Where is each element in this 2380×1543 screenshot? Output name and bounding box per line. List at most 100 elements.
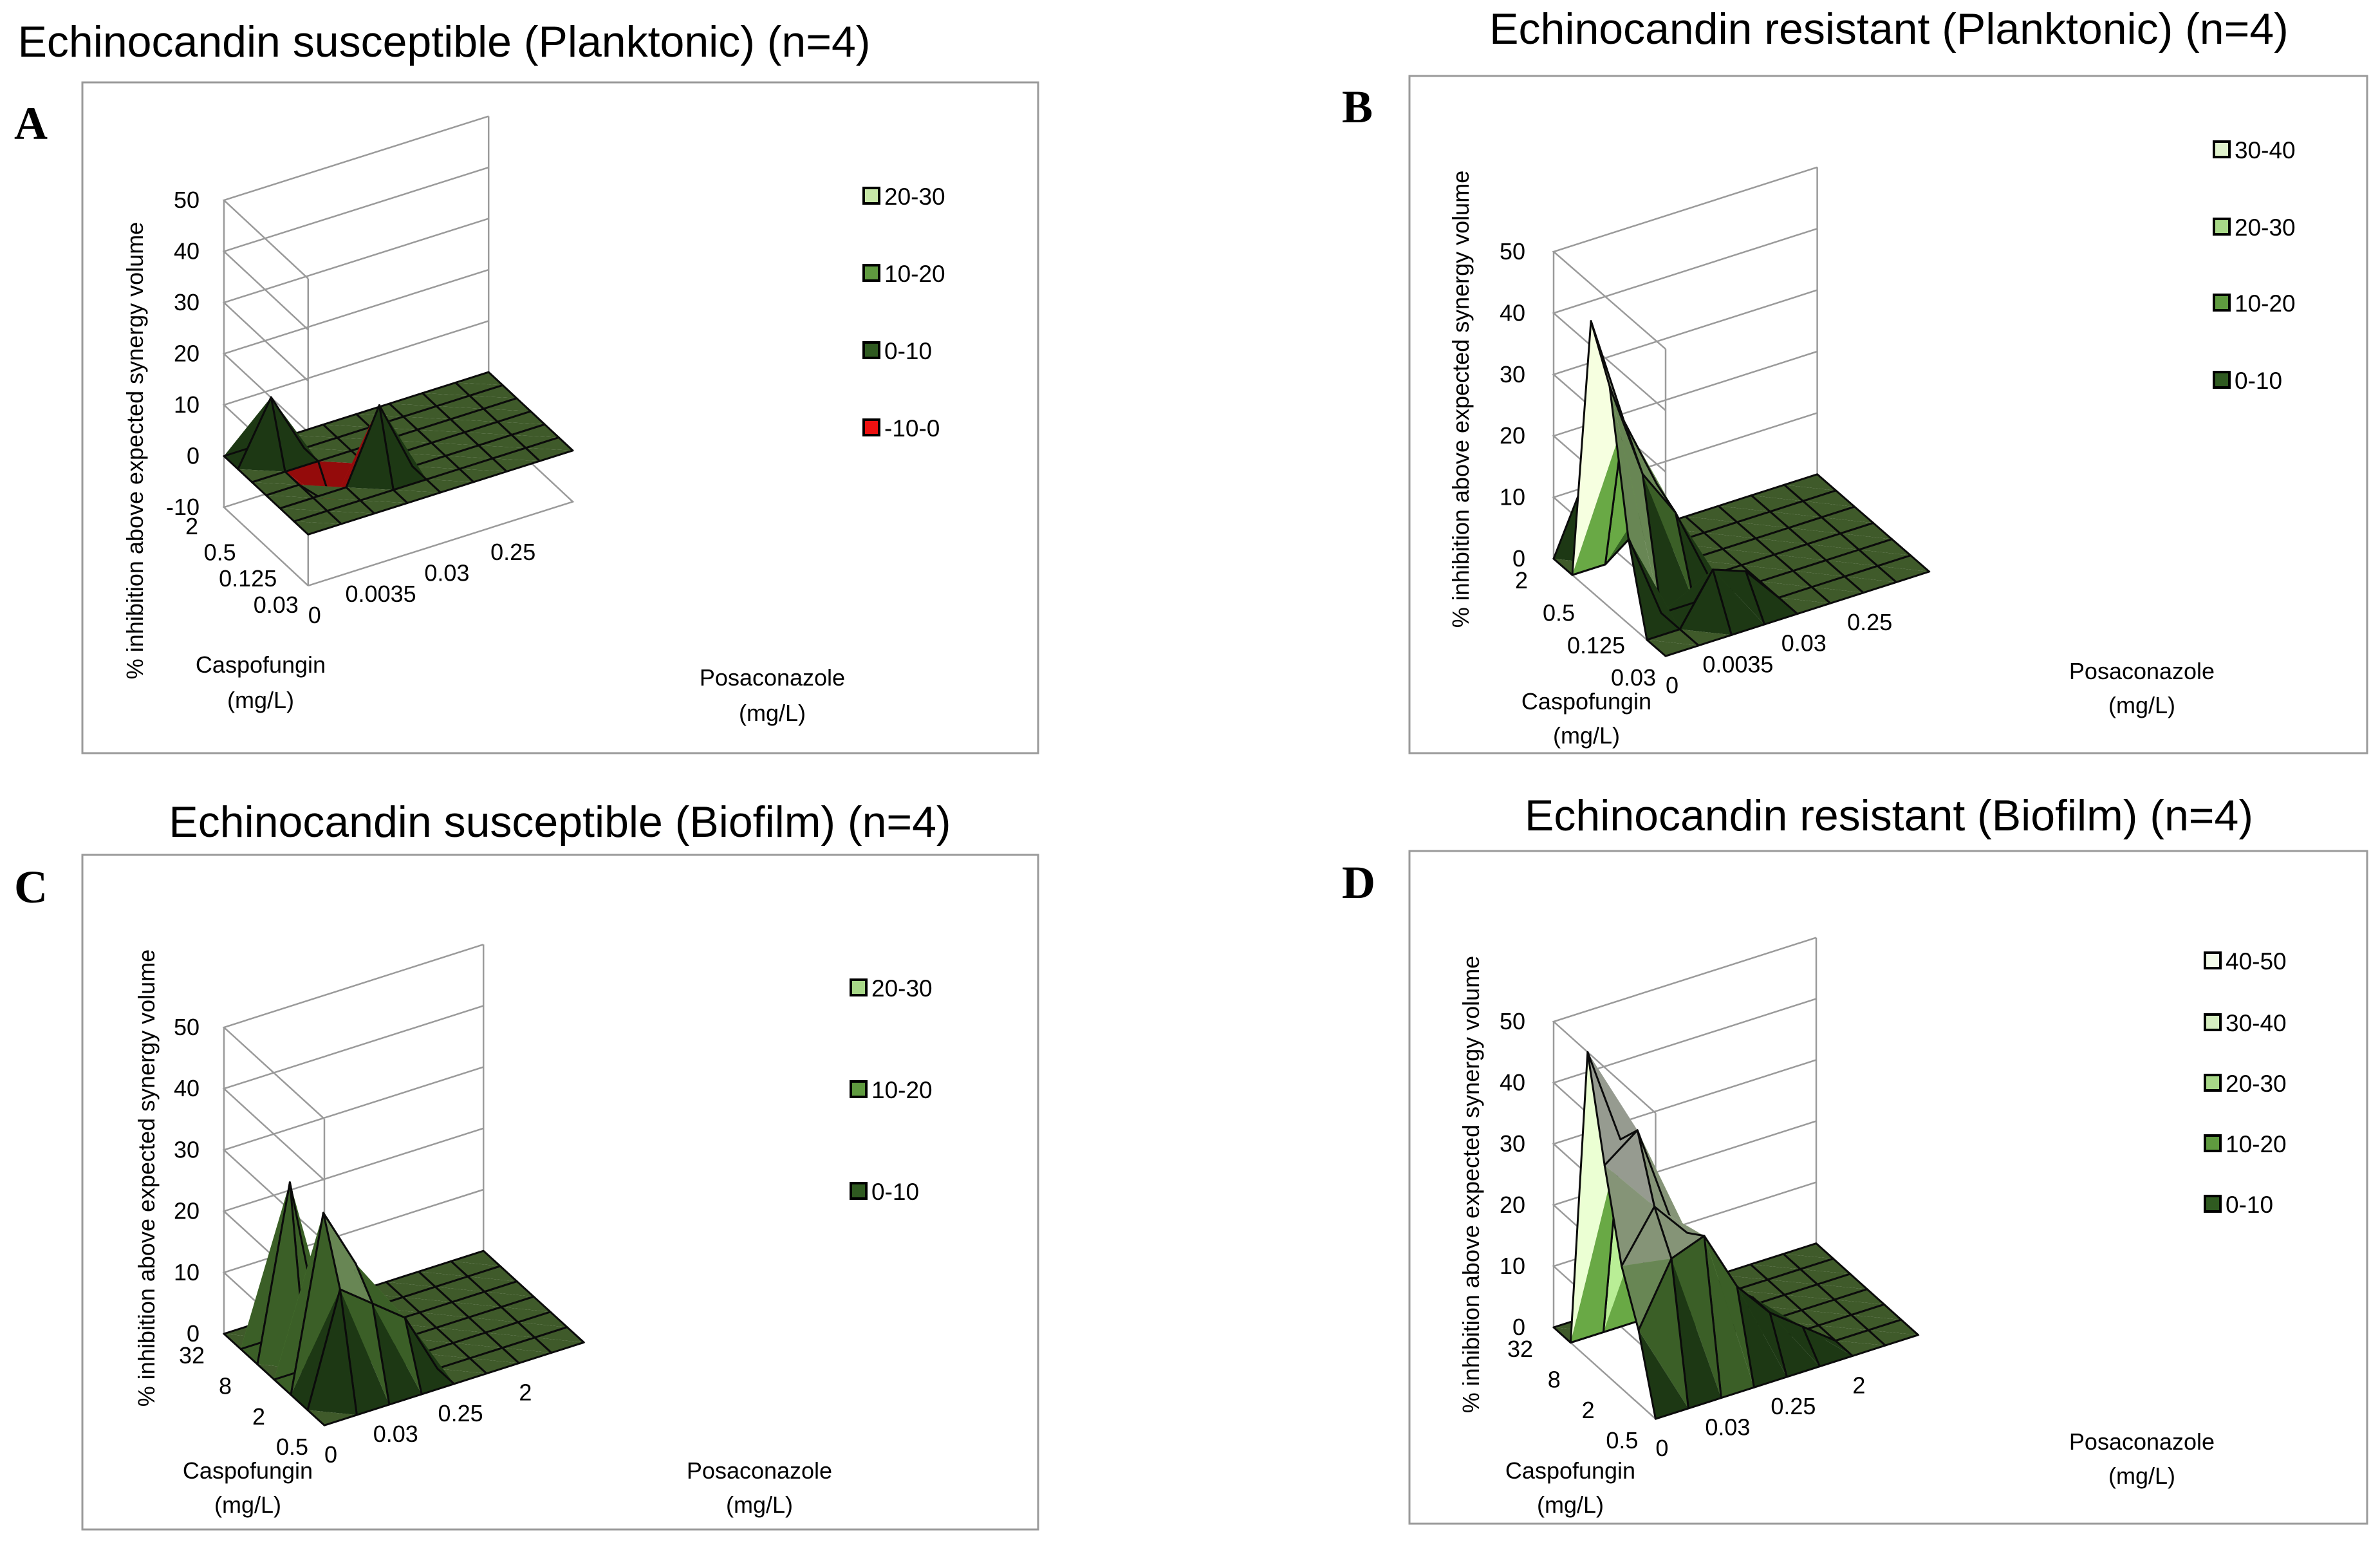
- surface-facet: [1778, 597, 1830, 614]
- surface-facet: [1704, 1235, 1754, 1398]
- surface-facet: [1760, 581, 1812, 598]
- surface: [1552, 1051, 1919, 1420]
- caspofungin-tick-label: 0.5: [1543, 599, 1575, 626]
- panel-a: Echinocandin susceptible (Planktonic) (n…: [14, 17, 1039, 754]
- posaconazole-tick-label: 2: [519, 1379, 532, 1406]
- panel-b-legend: 30-40 20-30 10-20 0-10: [2213, 137, 2296, 394]
- panel-a-posaconazole-label: Posaconazole: [700, 664, 845, 691]
- surface-facet: [1789, 528, 1841, 545]
- panel-b-legend-swatch-0-10: [2213, 371, 2231, 389]
- surface-facet: [470, 1347, 519, 1363]
- surface-facet: [1722, 538, 1774, 555]
- panel-a-title: Echinocandin susceptible (Planktonic) (n…: [18, 17, 871, 66]
- panel-a-posaconazole-unit: (mg/L): [739, 700, 806, 726]
- surface-facet: [1812, 576, 1864, 593]
- surface-facet: [517, 1312, 568, 1327]
- surface-facet: [1877, 555, 1929, 572]
- panel-b: Echinocandin resistant (Planktonic) (n=4…: [1342, 5, 2368, 754]
- posaconazole-tick-label: 0.03: [424, 560, 469, 586]
- panel-d-legend-label: 20-30: [2226, 1071, 2287, 1097]
- panel-a-legend-swatch-0-10: [862, 341, 880, 359]
- surface-facet: [1685, 506, 1737, 523]
- surface-facet: [502, 1347, 552, 1363]
- surface-facet: [1770, 501, 1822, 518]
- surface-facet: [1868, 1320, 1919, 1335]
- surface-facet: [420, 1312, 469, 1328]
- surface: [1552, 320, 1931, 657]
- surface-facet: [1770, 1313, 1820, 1377]
- panel-d-legend-swatch-20-30: [2204, 1074, 2222, 1092]
- panel-a-legend: 20-30 10-20 0-10 -10-0: [862, 183, 945, 442]
- surface-facet: [1807, 544, 1859, 561]
- surface-facet: [1604, 1165, 1655, 1266]
- panel-a-letter: A: [14, 98, 48, 149]
- surface-facet: [1826, 560, 1878, 577]
- surface-facet: [1783, 1243, 1834, 1259]
- surface-facet: [1836, 1330, 1886, 1346]
- surface-facet: [1803, 1327, 1853, 1367]
- panel-d-legend: 40-50 30-40 20-30 10-20 0-10: [2204, 948, 2287, 1218]
- caspofungin-tick-label: 0.03: [254, 592, 299, 618]
- surface-facet: [1789, 517, 1841, 534]
- z-tick-label: 50: [1500, 1008, 1525, 1034]
- surface-facet: [1818, 1325, 1868, 1341]
- surface-facet: [1778, 587, 1830, 604]
- surface-facet: [1718, 506, 1771, 523]
- z-tick-label: 50: [174, 187, 200, 213]
- surface-facet: [1859, 539, 1911, 556]
- posaconazole-tick-label: 0: [1666, 672, 1678, 698]
- surface-facet: [1818, 1314, 1868, 1331]
- surface-facet: [534, 1337, 584, 1353]
- surface-facet: [1737, 1286, 1787, 1377]
- surface-facet: [1812, 587, 1864, 604]
- caspofungin-tick-label: 2: [1582, 1397, 1595, 1423]
- posaconazole-tick-label: 0.03: [373, 1421, 418, 1447]
- surface-facet: [1737, 1286, 1787, 1388]
- surface-facet: [1741, 554, 1793, 571]
- surface-cell: [1646, 628, 1700, 657]
- z-tick-label: 30: [174, 289, 200, 315]
- surface-facet: [1821, 507, 1873, 523]
- panel-b-posaconazole-label: Posaconazole: [2069, 658, 2215, 684]
- panel-a-frame: [81, 81, 1039, 754]
- z-tick-label: -10: [166, 494, 200, 520]
- surface-facet: [1801, 1310, 1852, 1325]
- z-tick-label: 20: [174, 341, 200, 367]
- surface-facet: [1767, 1269, 1818, 1285]
- surface-facet: [1877, 566, 1929, 583]
- surface: [223, 1181, 585, 1426]
- surface-facet: [224, 397, 272, 469]
- panel-b-legend-label: 0-10: [2235, 368, 2282, 394]
- surface-facet: [1610, 386, 1662, 613]
- surface-facet: [418, 1271, 468, 1287]
- surface-facet: [1817, 1284, 1868, 1300]
- surface-facet: [1826, 550, 1878, 566]
- caspofungin-tick-label: 2: [252, 1403, 265, 1430]
- surface-facet: [485, 1322, 535, 1338]
- surface-facet: [340, 1289, 389, 1405]
- surface-facet: [372, 1304, 422, 1405]
- posaconazole-tick-label: 0.25: [438, 1400, 483, 1426]
- panel-d-legend-label: 30-40: [2226, 1010, 2287, 1036]
- posaconazole-tick-label: 2: [1852, 1372, 1865, 1398]
- z-tick-label: 20: [174, 1198, 200, 1224]
- surface-facet: [1624, 420, 1676, 513]
- surface: [223, 371, 574, 536]
- caspofungin-tick-label: 0.125: [1567, 632, 1625, 659]
- panel-a-legend-swatch-10-20: [862, 264, 880, 282]
- surface-facet: [1647, 629, 1699, 646]
- surface-facet: [308, 1289, 357, 1416]
- caspofungin-tick-label: 0.5: [204, 539, 236, 566]
- surface-facet: [1851, 1314, 1901, 1331]
- surface-facet: [1751, 1253, 1801, 1269]
- gridline: [1552, 166, 1818, 350]
- posaconazole-tick-label: 0.25: [1847, 609, 1892, 635]
- panel-b-posaconazole-unit: (mg/L): [2108, 692, 2175, 718]
- gridline: [222, 115, 489, 279]
- panel-d-legend-label: 0-10: [2226, 1192, 2273, 1218]
- caspofungin-tick-label: 32: [1507, 1336, 1533, 1362]
- surface-facet: [386, 1271, 436, 1287]
- surface-facet: [484, 1281, 534, 1297]
